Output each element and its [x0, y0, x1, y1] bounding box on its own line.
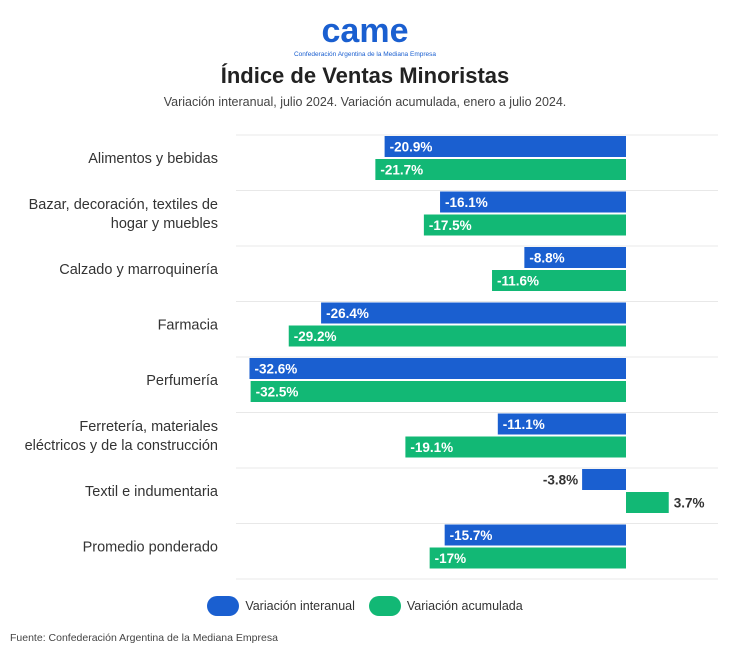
data-label: -32.5% [256, 385, 299, 400]
data-label: -11.6% [497, 274, 539, 289]
category-label: Calzado y marroquinería [59, 262, 219, 278]
bar-acumulada [288, 325, 626, 347]
bar-acumulada [375, 159, 626, 180]
bar-chart: Alimentos y bebidas Bazar, decoración, te… [25, 134, 718, 580]
bar-acumulada [423, 214, 626, 236]
bar-acumulada [492, 270, 626, 291]
category-label: Farmacia [158, 318, 219, 334]
data-label: -17% [435, 551, 467, 566]
data-label: 3.7% [674, 496, 705, 511]
legend: Variación interanual Variación acumulada [0, 596, 730, 616]
legend-item-interanual: Variación interanual [207, 596, 355, 616]
chart-subtitle: Variación interanual, julio 2024. Variac… [163, 95, 567, 109]
category-label: Ferretería, materiales eléctricos y de la… [25, 419, 218, 454]
data-labels: -20.9% -21.7% -16.1% -17.5% -8.8% -11.6% -26.4… [254, 140, 704, 567]
data-label: -26.4% [326, 306, 369, 321]
category-label: Promedio ponderado [83, 540, 218, 556]
legend-label-interanual: Variación interanual [245, 599, 355, 613]
bar-interanual [249, 358, 626, 379]
category-labels: Alimentos y bebidas Bazar, decoración, te… [25, 151, 219, 556]
legend-label-acumulada: Variación acumulada [406, 599, 523, 613]
gridlines [236, 134, 718, 580]
data-label: -21.7% [380, 163, 423, 178]
data-label: -15.7% [450, 528, 493, 543]
data-label: -11.1% [503, 417, 545, 432]
data-label: -8.8% [529, 251, 564, 266]
bars [249, 136, 669, 569]
chart-title: Índice de Ventas Minoristas [220, 63, 510, 88]
logo-subtext: Confederación Argentina de la Mediana Em… [294, 51, 436, 58]
bar-acumulada [429, 547, 626, 569]
bar-interanual [440, 191, 626, 213]
category-label: Bazar, decoración, textiles de hogar y mu… [29, 197, 218, 232]
came-logo: came Confederación Argentina de la Media… [294, 12, 436, 58]
data-label: -19.1% [410, 440, 453, 455]
logo-wordmark: came [322, 12, 409, 50]
category-label: Alimentos y bebidas [88, 151, 218, 167]
data-label: -32.6% [254, 362, 297, 377]
bar-acumulada [626, 492, 669, 513]
bar-interanual [582, 469, 626, 490]
bar-interanual [497, 413, 626, 435]
bar-interanual [524, 247, 626, 268]
legend-swatch-acumulada [368, 596, 401, 616]
bar-interanual [384, 136, 626, 157]
bar-acumulada [250, 381, 626, 402]
data-label: -17.5% [429, 218, 472, 233]
category-label: Textil e indumentaria [85, 484, 219, 500]
legend-item-acumulada: Variación acumulada [368, 596, 523, 616]
source-note: Fuente: Confederación Argentina de la Me… [10, 632, 278, 644]
bar-interanual [321, 302, 626, 324]
data-label: -29.2% [294, 329, 337, 344]
data-label: -20.9% [390, 140, 433, 155]
category-label: Perfumería [146, 373, 219, 389]
legend-swatch-interanual [207, 596, 240, 616]
data-label: -16.1% [445, 195, 488, 210]
bar-interanual [444, 524, 626, 546]
data-label: -3.8% [543, 473, 578, 488]
bar-acumulada [405, 436, 626, 458]
